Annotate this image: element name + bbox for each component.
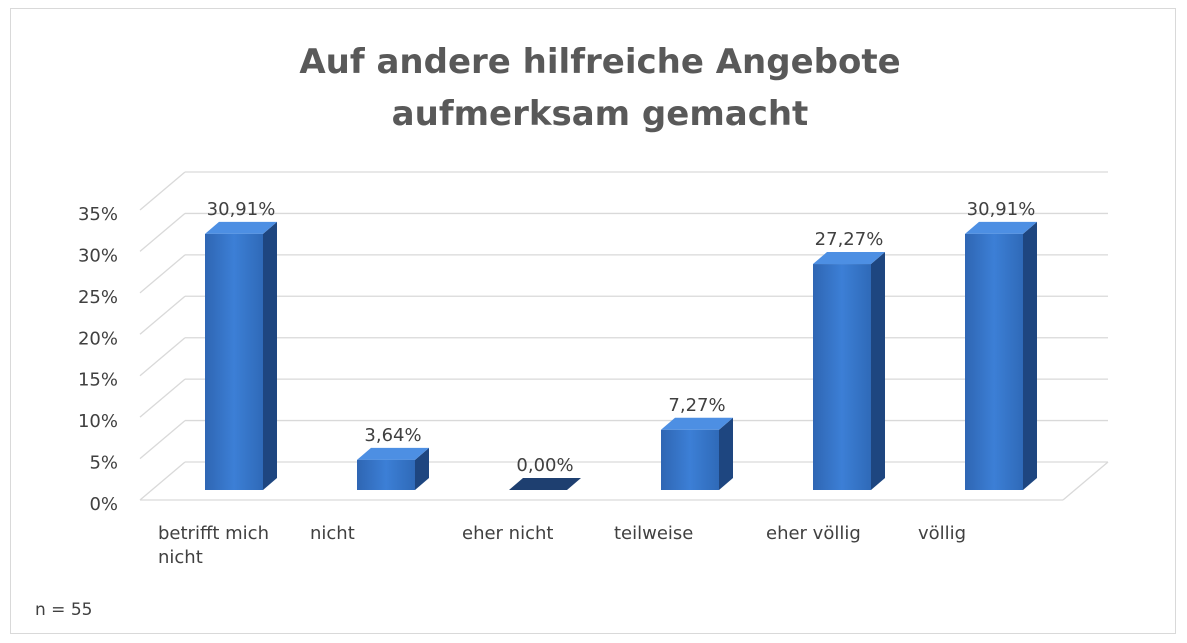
value-label: 7,27% <box>668 395 725 416</box>
chart-title: Auf andere hilfreiche Angebote aufmerksa… <box>299 42 901 134</box>
grid-line <box>139 378 186 418</box>
grid-line <box>139 420 186 460</box>
grid-line <box>139 337 186 377</box>
bar-side <box>263 221 277 491</box>
y-tick-label: 20% <box>78 328 118 349</box>
grid-line <box>139 295 186 335</box>
bar-side <box>1023 221 1037 491</box>
x-tick-label: betrifft mich nicht <box>158 523 269 568</box>
bar-side <box>415 447 429 490</box>
y-tick-label: 15% <box>78 370 118 391</box>
y-tick-label: 0% <box>89 494 118 515</box>
x-tick-label: eher nicht <box>462 523 554 544</box>
y-tick-label: 10% <box>78 411 118 432</box>
bar-top <box>965 221 1037 234</box>
bar-side <box>871 252 885 490</box>
bar-top <box>813 252 885 265</box>
bar <box>205 233 263 491</box>
x-tick-label: nicht <box>310 523 355 544</box>
y-tick-label: 5% <box>89 453 118 474</box>
bar-top <box>357 447 429 460</box>
bar-top <box>205 221 277 234</box>
bar <box>357 459 415 490</box>
value-label: 30,91% <box>207 199 276 220</box>
x-tick-label: völlig <box>918 523 967 544</box>
bar <box>813 264 871 490</box>
y-tick-label: 25% <box>78 287 118 308</box>
grid-line <box>139 461 186 501</box>
annotation: n = 55 <box>35 600 93 620</box>
y-tick-label: 30% <box>78 245 118 266</box>
chart-frame <box>10 8 1176 634</box>
y-tick-label: 35% <box>78 204 118 225</box>
bar <box>661 429 719 490</box>
x-tick-label: eher völlig <box>766 523 861 544</box>
value-label: 3,64% <box>364 425 421 446</box>
bar-side <box>719 417 733 490</box>
grid-line <box>139 171 186 211</box>
value-label: 27,27% <box>815 229 884 250</box>
bar-top <box>509 478 581 490</box>
x-tick-label: teilweise <box>614 523 694 544</box>
bar-top <box>661 417 733 430</box>
grid-line <box>139 254 186 294</box>
bar <box>965 233 1023 491</box>
value-label: 30,91% <box>967 199 1036 220</box>
value-label: 0,00% <box>516 455 573 476</box>
grid-line <box>139 212 186 252</box>
floor-edge <box>1062 461 1109 501</box>
